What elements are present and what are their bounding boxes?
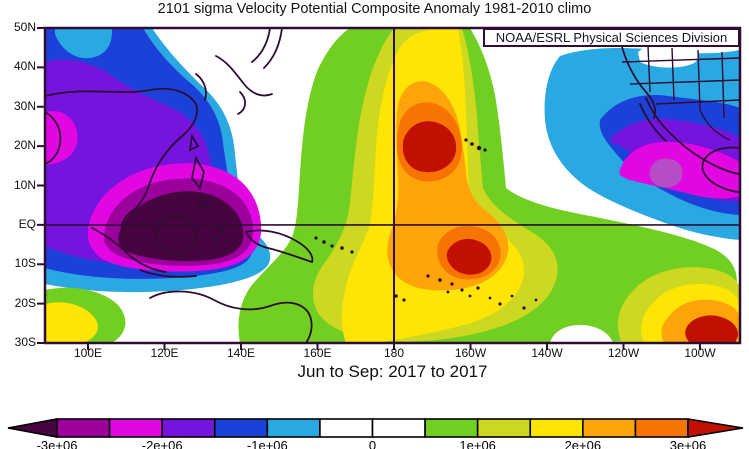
colorbar-segment-9 — [529, 418, 584, 438]
lat-label-10n: 10N — [13, 177, 36, 192]
colorbar-segment-6 — [371, 418, 426, 438]
lon-label-100e: 100E — [73, 346, 103, 360]
coastlines — [45, 28, 740, 343]
contour-red-south — [446, 238, 492, 275]
colorbar-segment-7 — [424, 418, 479, 438]
colorbar-segment-5 — [319, 418, 374, 438]
baja-california — [639, 97, 673, 142]
colorbar-label--3e+06: -3e+06 — [36, 438, 78, 449]
colorbar-segment-1 — [108, 418, 163, 438]
colorbar-right-arrow — [687, 418, 744, 438]
axis-ticks — [37, 27, 701, 350]
new-guinea — [244, 229, 314, 264]
lon-label-140e: 140E — [226, 346, 256, 360]
honshu — [237, 91, 246, 115]
sulawesi — [211, 225, 225, 243]
colorbar-segment-10 — [582, 418, 637, 438]
state-border-lines — [621, 45, 740, 141]
lat-label-eq: EQ — [18, 216, 36, 231]
colorbar-label-2e+06: 2e+06 — [564, 438, 602, 449]
colorbar-left-arrow — [7, 418, 58, 438]
korea-coast — [195, 73, 207, 101]
lon-label-140w: 140W — [531, 346, 563, 360]
contour-red-southeast — [685, 315, 739, 343]
lon-label-180: 180 — [383, 346, 405, 360]
australia — [149, 290, 313, 343]
colorbar-label-0: 0 — [368, 438, 377, 449]
java — [139, 269, 197, 278]
borneo — [155, 216, 198, 254]
figure-title: 2101 sigma Velocity Potential Composite … — [157, 1, 592, 17]
colorbar-label--2e+06: -2e+06 — [141, 438, 183, 449]
lat-label-40n: 40N — [13, 59, 36, 74]
lat-label-10s: 10S — [14, 256, 36, 271]
lon-label-160e: 160E — [303, 346, 332, 360]
mexico-west-coast — [671, 134, 740, 175]
asia-coast — [45, 87, 198, 239]
credit-text: NOAA/ESRL Physical Sciences Division — [495, 30, 728, 45]
lat-label-30n: 30N — [13, 98, 36, 113]
contour-field — [45, 28, 740, 343]
colorbar-segment-3 — [213, 418, 269, 438]
contour-cyan-patch-topleft — [55, 28, 113, 59]
sumatra — [91, 227, 167, 273]
lat-label-20s: 20S — [14, 295, 36, 310]
colorbar-segment-11 — [634, 418, 689, 438]
contour-red-north — [402, 121, 457, 173]
lat-label-50n: 50N — [13, 20, 36, 34]
taiwan — [188, 133, 200, 152]
colorbar-label-3e+06: 3e+06 — [669, 438, 707, 449]
lon-label-120w: 120W — [607, 346, 640, 360]
lat-label-20n: 20N — [13, 138, 36, 153]
colorbar-segment-0 — [56, 418, 111, 438]
gulf-of-mexico-coast — [701, 146, 740, 193]
contour-yellow-southwest — [45, 302, 98, 343]
figure-subtitle: Jun to Sep: 2017 to 2017 — [297, 362, 488, 381]
lon-label-100w: 100W — [684, 346, 716, 360]
philippines-luzon — [191, 155, 205, 190]
colorbar-label-1e+06: 1e+06 — [459, 438, 496, 449]
contour-white-notch — [550, 324, 613, 343]
lat-label-30s: 30S — [14, 335, 36, 349]
japan-arc — [215, 55, 273, 97]
contour-inner-core-northeast — [649, 158, 683, 188]
north-america-west-coast — [617, 29, 657, 119]
kamchatka — [251, 28, 271, 63]
contour-dark-core-maritime — [118, 191, 244, 262]
lon-label-120e: 120E — [150, 346, 179, 360]
credit-box: NOAA/ESRL Physical Sciences Division — [483, 28, 740, 47]
colorbar — [7, 418, 744, 438]
kuril — [263, 28, 283, 69]
philippines-mindanao — [196, 194, 212, 210]
island-dots — [314, 138, 538, 310]
colorbar-segment-2 — [161, 418, 216, 438]
us-state-borders — [621, 45, 740, 141]
lon-label-160w: 160W — [454, 346, 487, 360]
colorbar-segment-4 — [266, 418, 321, 438]
colorbar-label--1e+06: -1e+06 — [246, 438, 288, 449]
india-edge — [45, 111, 62, 165]
colorbar-segment-8 — [476, 418, 532, 438]
